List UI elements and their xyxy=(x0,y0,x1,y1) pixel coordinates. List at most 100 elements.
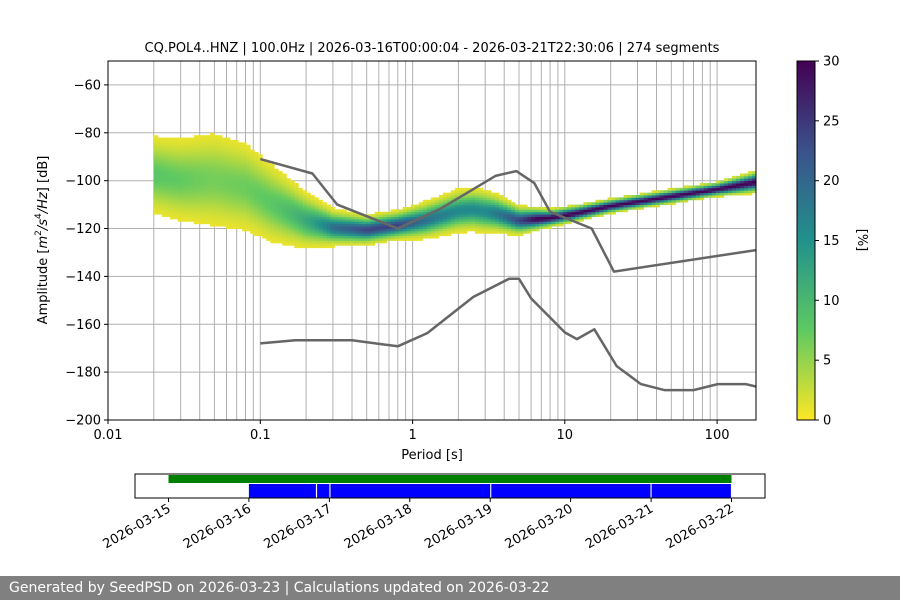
heatmap-cell xyxy=(242,175,247,179)
heatmap-cell xyxy=(687,197,693,201)
heatmap-cell xyxy=(491,209,496,213)
heatmap-cell xyxy=(169,139,175,143)
heatmap-cell xyxy=(454,199,460,203)
heatmap-cell xyxy=(270,223,275,227)
heatmap-cell xyxy=(739,187,745,191)
heatmap-cell xyxy=(202,178,207,182)
heatmap-cell xyxy=(535,206,540,210)
heatmap-cell xyxy=(735,190,741,194)
heatmap-cell xyxy=(246,195,251,198)
heatmap-cell xyxy=(189,216,195,220)
heatmap-cell xyxy=(422,204,428,208)
heatmap-cell xyxy=(531,226,536,229)
heatmap-cell xyxy=(302,221,307,225)
heatmap-cell xyxy=(671,195,677,198)
heatmap-cell xyxy=(189,144,195,148)
heatmap-cell xyxy=(507,204,512,208)
heatmap-cell xyxy=(286,216,291,220)
heatmap-cell xyxy=(671,199,677,203)
heatmap-cell xyxy=(286,218,291,222)
heatmap-cell xyxy=(346,242,351,246)
heatmap-cell xyxy=(270,204,275,208)
heatmap-cell xyxy=(390,233,396,237)
heatmap-cell xyxy=(157,178,163,182)
heatmap-cell xyxy=(446,230,452,234)
heatmap-cell xyxy=(206,175,211,179)
heatmap-cell xyxy=(298,202,303,205)
heatmap-cell xyxy=(242,180,247,184)
heatmap-cell xyxy=(298,223,303,227)
heatmap-cell xyxy=(222,218,227,222)
heatmap-cell xyxy=(169,192,175,196)
heatmap-cell xyxy=(202,135,207,138)
heatmap-cell xyxy=(450,206,456,210)
heatmap-cell xyxy=(185,173,191,177)
heatmap-cell xyxy=(286,214,291,217)
heatmap-cell xyxy=(202,197,207,201)
heatmap-cell xyxy=(266,180,271,184)
heatmap-cell xyxy=(675,190,681,194)
heatmap-cell xyxy=(535,223,540,227)
heatmap-cell xyxy=(218,166,223,170)
heatmap-cell xyxy=(153,185,159,189)
heatmap-cell xyxy=(286,226,291,229)
heatmap-cell xyxy=(165,202,171,205)
heatmap-cell xyxy=(406,218,412,222)
heatmap-cell xyxy=(378,238,384,241)
heatmap-cell xyxy=(394,223,400,227)
timeline-frame xyxy=(134,473,766,499)
heatmap-cell xyxy=(286,197,291,201)
heatmap-cell xyxy=(474,187,480,191)
heatmap-cell xyxy=(254,156,259,160)
heatmap-cell xyxy=(743,175,749,179)
heatmap-cell xyxy=(426,216,432,220)
heatmap-cell xyxy=(366,218,372,222)
heatmap-cell xyxy=(483,226,488,229)
heatmap-cell xyxy=(727,183,733,186)
heatmap-cell xyxy=(266,185,271,189)
heatmap-cell xyxy=(378,223,384,227)
heatmap-cell xyxy=(326,240,331,244)
heatmap-cell xyxy=(234,218,239,222)
heatmap-cell xyxy=(193,218,199,222)
heatmap-cell xyxy=(358,240,363,244)
heatmap-cell xyxy=(450,209,456,213)
heatmap-cell xyxy=(434,230,440,234)
heatmap-cell xyxy=(707,183,713,186)
heatmap-cell xyxy=(751,171,756,174)
heatmap-cell xyxy=(242,206,247,210)
heatmap-cell xyxy=(559,221,564,225)
heatmap-cell xyxy=(193,199,199,203)
heatmap-cell xyxy=(226,137,231,141)
heatmap-cell xyxy=(177,156,183,160)
heatmap-cell xyxy=(579,204,584,208)
heatmap-cell xyxy=(623,197,628,201)
heatmap-cell xyxy=(499,206,504,210)
heatmap-cell xyxy=(454,226,460,229)
heatmap-cell xyxy=(177,183,183,186)
heatmap-cell xyxy=(169,171,175,174)
heatmap-cell xyxy=(727,190,733,194)
heatmap-cell xyxy=(430,235,436,239)
heatmap-cell xyxy=(466,197,472,201)
heatmap-cell xyxy=(274,238,279,241)
heatmap-cell xyxy=(254,159,259,162)
heatmap-cell xyxy=(390,238,396,241)
heatmap-cell xyxy=(282,206,287,210)
heatmap-cell xyxy=(426,235,432,239)
heatmap-cell xyxy=(374,214,380,217)
heatmap-cell xyxy=(631,195,636,198)
heatmap-cell xyxy=(290,195,295,198)
heatmap-cell xyxy=(214,159,219,162)
heatmap-cell xyxy=(723,183,729,186)
heatmap-cell xyxy=(282,209,287,213)
heatmap-cell xyxy=(157,180,163,184)
heatmap-cell xyxy=(434,233,440,237)
heatmap-cell xyxy=(607,197,612,201)
heatmap-cell xyxy=(426,214,432,217)
heatmap-cell xyxy=(218,147,223,150)
heatmap-cell xyxy=(462,209,468,213)
heatmap-cell xyxy=(519,233,524,237)
heatmap-cell xyxy=(739,190,745,194)
heatmap-cell xyxy=(262,190,267,194)
